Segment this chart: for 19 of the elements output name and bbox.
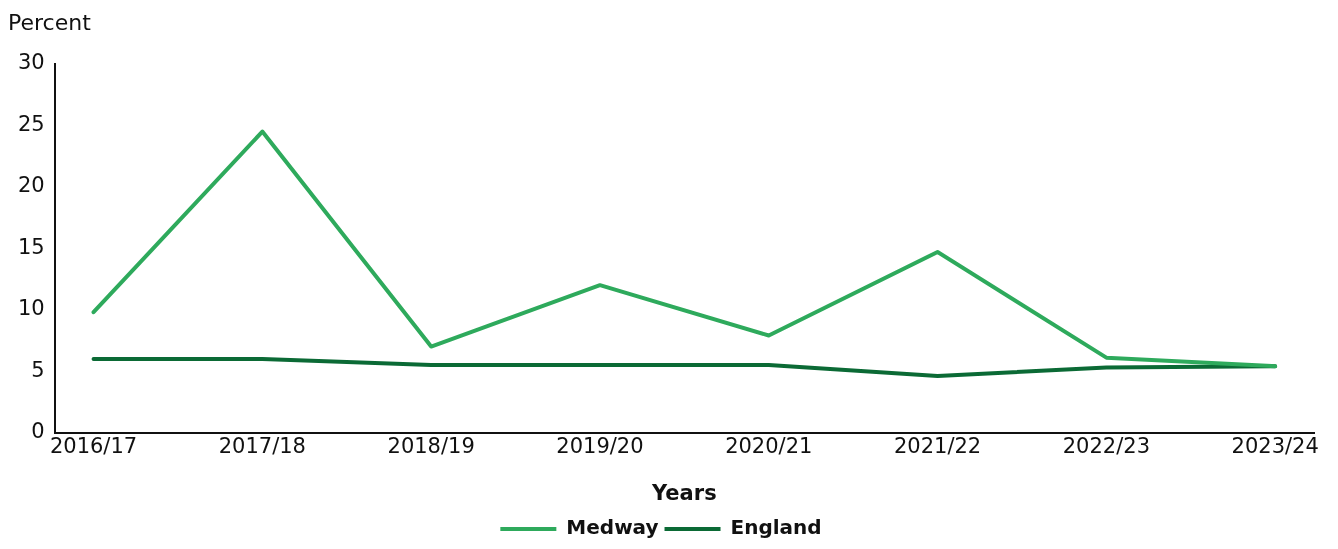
x-tick-label: 2023/24 xyxy=(1231,433,1319,458)
x-axis-title: Years xyxy=(651,480,717,505)
y-tick-label: 25 xyxy=(17,111,45,136)
y-tick-label: 15 xyxy=(17,234,45,259)
y-tick-label: 0 xyxy=(31,419,45,444)
legend-label: England xyxy=(730,515,822,540)
legend-label: Medway xyxy=(566,515,659,540)
y-tick-label: 10 xyxy=(17,296,45,321)
y-tick-label: 5 xyxy=(31,357,45,382)
x-tick-label: 2018/19 xyxy=(387,433,475,458)
x-tick-label: 2016/17 xyxy=(49,433,138,458)
y-tick-label: 20 xyxy=(17,173,45,198)
y-tick-label: 30 xyxy=(17,50,45,75)
x-tick-label: 2017/18 xyxy=(218,433,306,458)
x-tick-label: 2019/20 xyxy=(556,433,644,458)
x-tick-label: 2022/23 xyxy=(1062,433,1150,458)
x-tick-label: 2020/21 xyxy=(725,433,813,458)
y-axis-title: Percent xyxy=(8,10,92,35)
x-tick-label: 2021/22 xyxy=(893,433,982,458)
